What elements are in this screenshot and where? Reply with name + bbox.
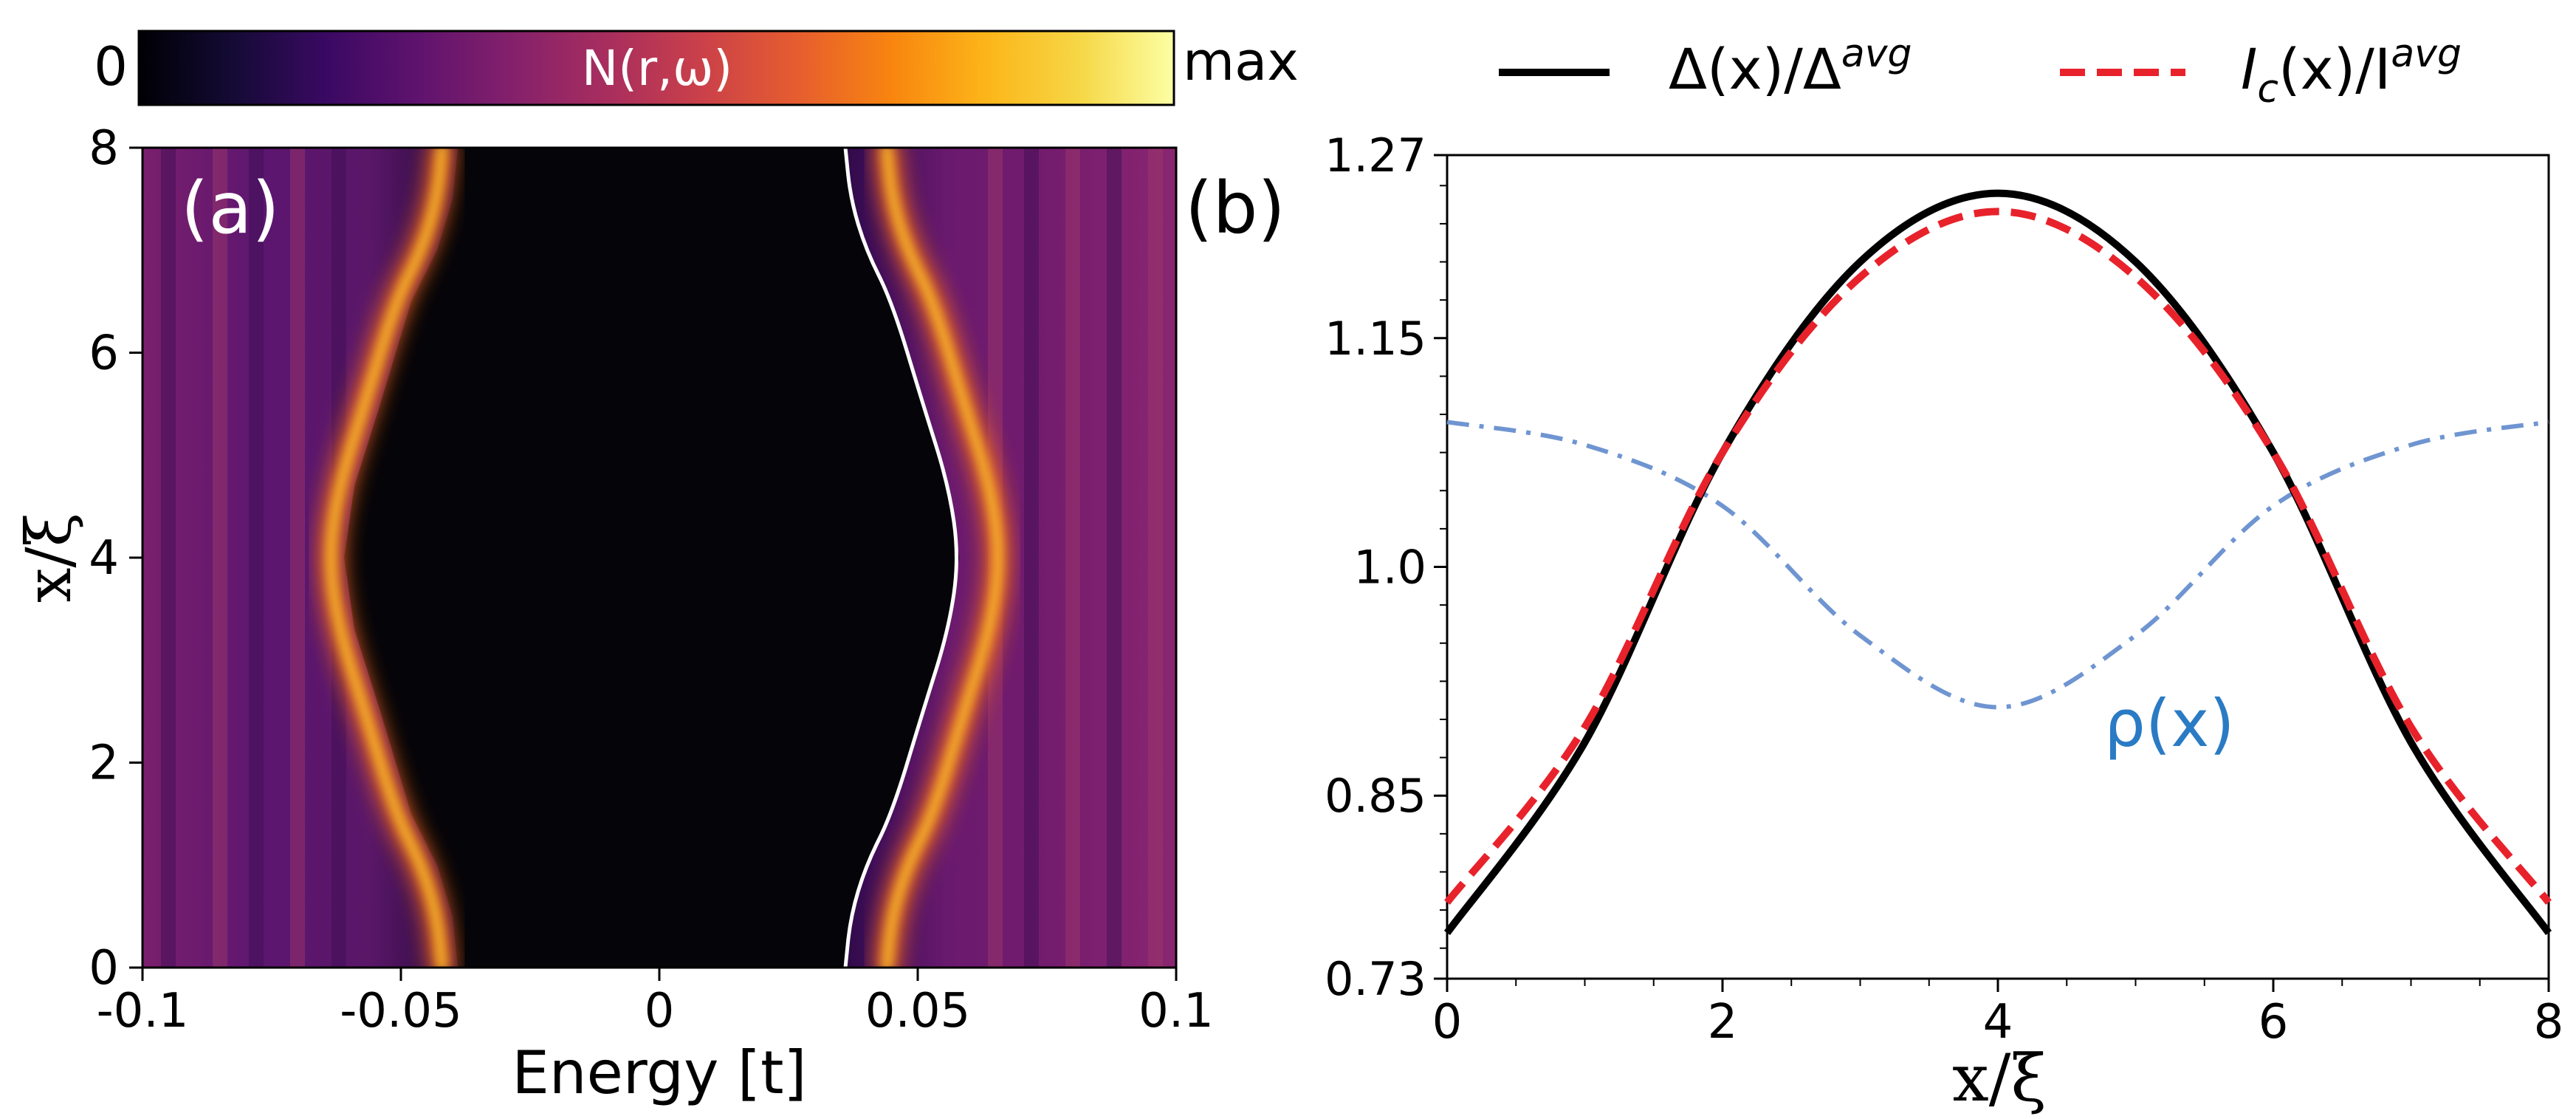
panel-a-xlabel: Energy [t] — [512, 1038, 806, 1107]
panel-b-x-ticks: 0 2 4 6 8 — [1432, 979, 2564, 1050]
heatmap-stripe — [1065, 148, 1080, 968]
x-tick-label: 0.1 — [1138, 984, 1214, 1038]
x-tick-label: 0 — [645, 984, 675, 1038]
legend-delta-label: Δ(x)/Δavg — [1669, 32, 1912, 102]
y-tick-label: 1.0 — [1353, 541, 1426, 595]
rho-annotation: ρ(x) — [2104, 685, 2235, 762]
plot-b-frame — [1446, 154, 2550, 980]
panel-a-label: (a) — [181, 167, 280, 250]
x-tick-label: 6 — [2259, 995, 2289, 1050]
series-line-solid — [1443, 189, 2552, 935]
heatmap-stripe — [161, 148, 176, 968]
x-tick-label: 4 — [1983, 995, 2013, 1050]
heatmap-stripe — [1024, 148, 1039, 968]
colorbar-title: N(r,ω) — [582, 40, 732, 97]
coherence-peak-band — [882, 148, 1003, 968]
y-tick-label: 2 — [89, 736, 119, 791]
y-tick-label: 0.85 — [1325, 769, 1426, 823]
colorbar-min-label: 0 — [94, 35, 128, 97]
plot-b-series — [1443, 189, 2552, 935]
x-tick-label: -0.1 — [97, 984, 189, 1038]
y-tick-label: 8 — [89, 121, 119, 176]
heatmap-stripe — [1148, 148, 1163, 968]
heatmap-stripes — [161, 148, 1163, 968]
panel-b-y-ticks: 0.73 0.85 1.0 1.15 1.27 — [1325, 129, 1447, 1006]
panel-a-y-ticks: 0 2 4 6 8 — [89, 121, 142, 996]
colorbar-bar — [137, 30, 1175, 106]
gap-edge-curve — [843, 148, 958, 968]
panel-a: (a) -0.1 -0.05 0 0.05 0.1 0 2 4 6 8 Energy [t] x… — [13, 121, 1214, 1107]
heatmap-coherence-peaks — [318, 148, 1011, 968]
x-tick-label: 2 — [1708, 995, 1738, 1050]
heatmap-dark-gap — [344, 148, 959, 968]
colorbar-max-label: max — [1183, 30, 1299, 92]
heatmap-stripe — [213, 148, 227, 968]
legend: Δ(x)/Δavg Ic(x)/Iavg — [1499, 32, 2462, 112]
panel-b-xlabel: x/ξ — [1952, 1040, 2047, 1116]
y-tick-label: 1.27 — [1325, 129, 1426, 182]
x-tick-label: 8 — [2534, 995, 2564, 1050]
panel-b: (b) Δ(x)/Δavg Ic(x)/Iavg ρ(x) 0 2 4 6 8 0.73… — [1185, 32, 2563, 1116]
panel-a-x-ticks: -0.1 -0.05 0 0.05 0.1 — [97, 968, 1214, 1038]
y-tick-label: 0.73 — [1325, 952, 1426, 1006]
heatmap-stripe — [1107, 148, 1122, 968]
y-tick-label: 6 — [89, 326, 119, 381]
heatmap-stripe — [290, 148, 305, 968]
y-tick-label: 4 — [89, 531, 119, 586]
series-line-dashdot — [1446, 420, 2549, 710]
colorbar: 0 N(r,ω) max — [94, 30, 1299, 106]
heatmap-stripe — [249, 148, 264, 968]
series-line-dashed — [1444, 208, 2552, 905]
y-tick-label: 1.15 — [1325, 312, 1426, 366]
panel-a-ylabel: x/ξ — [13, 513, 85, 603]
y-tick-label: 0 — [89, 941, 119, 996]
x-tick-label: -0.05 — [340, 984, 462, 1038]
legend-ic-label: Ic(x)/Iavg — [2241, 32, 2462, 112]
heatmap-plot-area: (a) — [142, 148, 1176, 968]
x-tick-label: 0 — [1432, 995, 1463, 1050]
coherence-peak-band — [326, 148, 447, 968]
x-tick-label: 0.05 — [865, 984, 971, 1038]
panel-b-label: (b) — [1185, 167, 1285, 250]
